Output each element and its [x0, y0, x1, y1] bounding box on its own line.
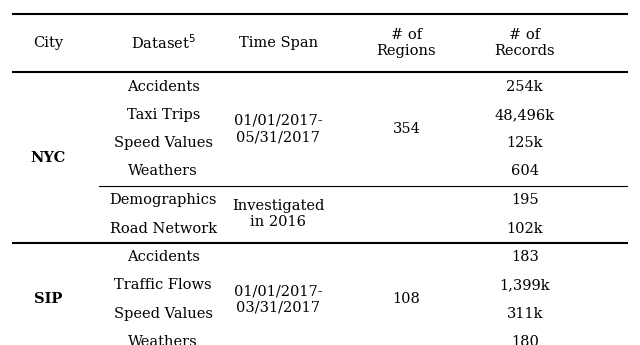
Text: 1,399k: 1,399k — [499, 278, 550, 292]
Text: 311k: 311k — [506, 307, 543, 321]
Text: Time Span: Time Span — [239, 36, 318, 50]
Text: Accidents: Accidents — [127, 250, 200, 264]
Text: Accidents: Accidents — [127, 80, 200, 93]
Text: # of
Regions: # of Regions — [376, 28, 436, 58]
Text: 604: 604 — [511, 165, 539, 178]
Text: Demographics: Demographics — [109, 193, 217, 207]
Text: 102k: 102k — [506, 221, 543, 236]
Text: 354: 354 — [392, 122, 420, 136]
Text: Weathers: Weathers — [129, 335, 198, 345]
Text: Dataset$^5$: Dataset$^5$ — [131, 34, 196, 52]
Text: Investigated
in 2016: Investigated in 2016 — [232, 199, 324, 229]
Text: 195: 195 — [511, 193, 539, 207]
Text: 125k: 125k — [506, 136, 543, 150]
Text: 254k: 254k — [506, 80, 543, 93]
Text: SIP: SIP — [34, 293, 62, 306]
Text: Weathers: Weathers — [129, 165, 198, 178]
Text: 01/01/2017-
05/31/2017: 01/01/2017- 05/31/2017 — [234, 114, 323, 144]
Text: 108: 108 — [392, 293, 420, 306]
Text: # of
Records: # of Records — [495, 28, 555, 58]
Text: Taxi Trips: Taxi Trips — [127, 108, 200, 122]
Text: 183: 183 — [511, 250, 539, 264]
Text: 180: 180 — [511, 335, 539, 345]
Text: Speed Values: Speed Values — [114, 136, 212, 150]
Text: Speed Values: Speed Values — [114, 307, 212, 321]
Text: City: City — [33, 36, 63, 50]
Text: Road Network: Road Network — [109, 221, 217, 236]
Text: 01/01/2017-
03/31/2017: 01/01/2017- 03/31/2017 — [234, 284, 323, 315]
Text: 48,496k: 48,496k — [495, 108, 555, 122]
Text: NYC: NYC — [30, 151, 66, 165]
Text: Traffic Flows: Traffic Flows — [115, 278, 212, 292]
